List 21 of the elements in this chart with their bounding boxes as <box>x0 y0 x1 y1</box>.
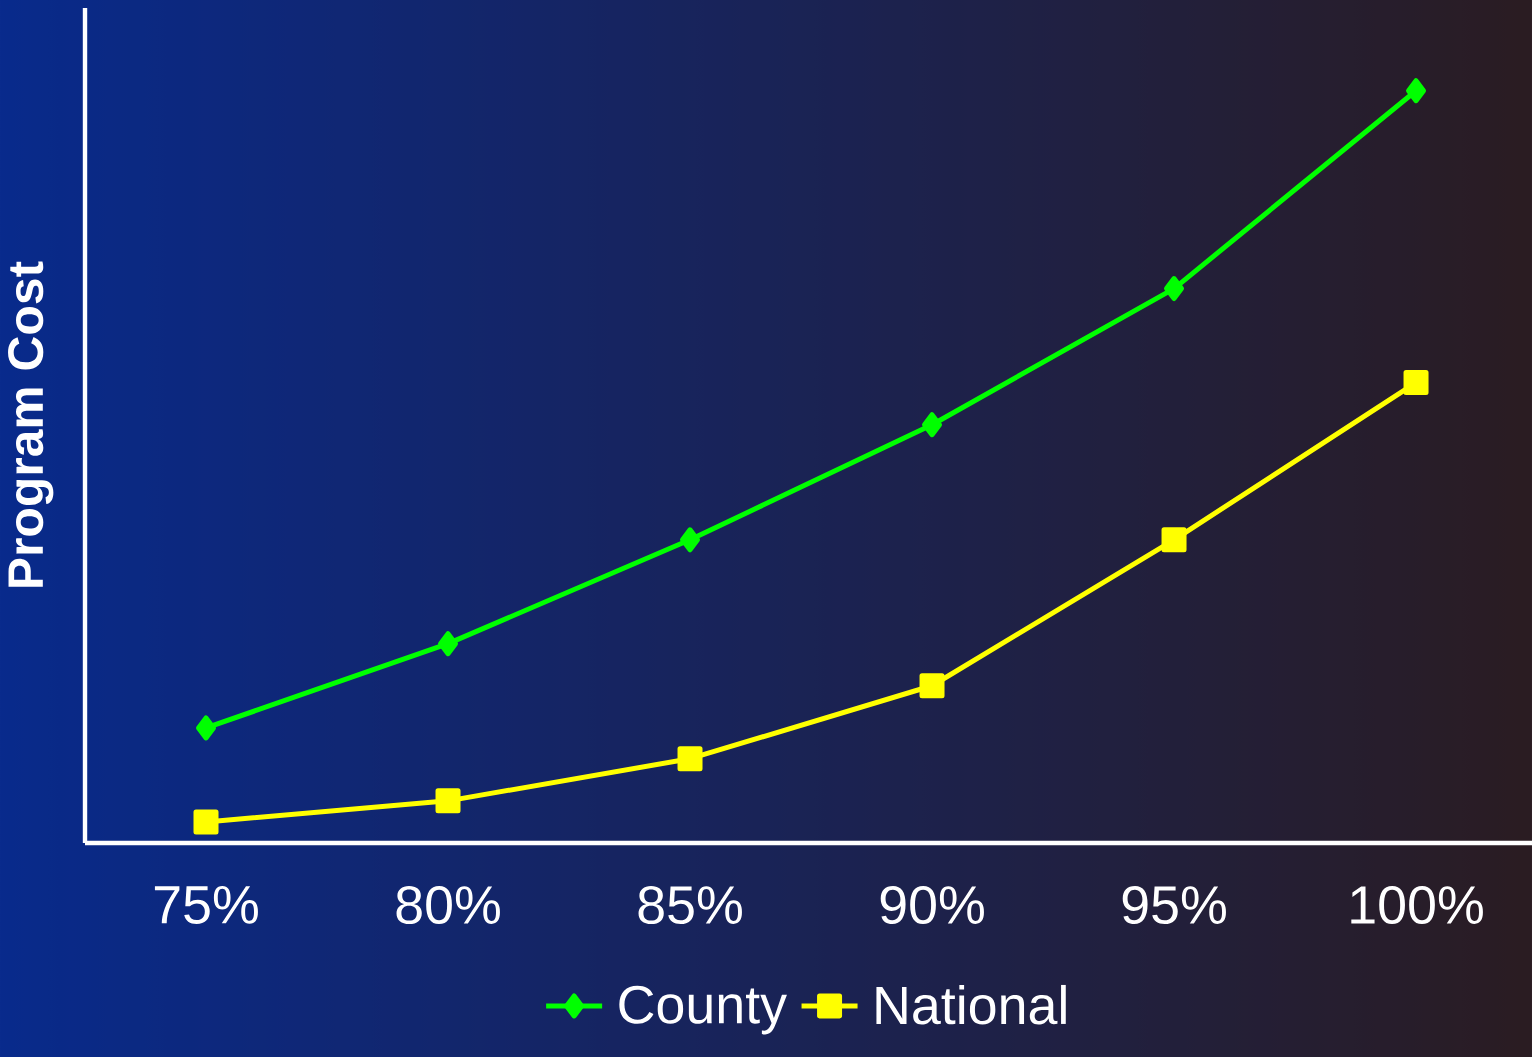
legend-label: National <box>876 984 1066 1025</box>
point <box>1164 276 1185 302</box>
point <box>677 746 703 772</box>
point <box>919 673 945 699</box>
point <box>1403 370 1429 396</box>
point <box>193 809 219 835</box>
point <box>680 527 701 553</box>
point <box>435 788 461 814</box>
x-tick-label: 90% <box>880 886 984 925</box>
point <box>438 631 459 657</box>
point <box>1161 527 1187 553</box>
x-tick-label: 100% <box>1351 886 1483 925</box>
point <box>196 715 217 741</box>
legend-label: County <box>619 985 787 1035</box>
x-tick-label: 85% <box>638 886 742 925</box>
x-tick-label: 95% <box>1122 886 1226 925</box>
x-tick-label: 80% <box>396 886 500 925</box>
point <box>1406 78 1427 104</box>
x-tick-label: 75% <box>154 886 258 924</box>
y-axis-title: Program Cost <box>8 261 54 587</box>
point <box>922 412 943 438</box>
